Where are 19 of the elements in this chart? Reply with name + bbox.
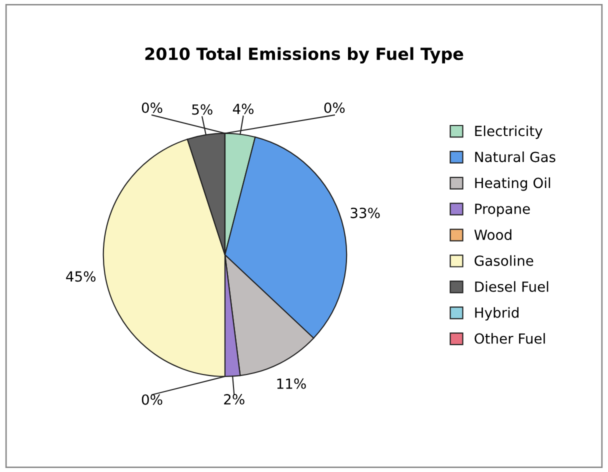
legend-label: Diesel Fuel: [475, 281, 548, 292]
data-label: 4%: [232, 104, 254, 114]
text: 0%: [142, 394, 162, 405]
legend-label: Wood: [474, 229, 512, 240]
data-label: 2%: [224, 394, 244, 405]
legend-label: Gasoline: [474, 255, 534, 266]
data-label: 5%: [192, 104, 212, 115]
legend-label: Natural Gas: [475, 151, 556, 162]
text: 0%: [324, 102, 345, 113]
data-label: 45%: [66, 271, 96, 282]
legend-label: Electricity: [475, 126, 542, 139]
data-label: 11%: [277, 378, 306, 389]
chart-title: 2010 Total Emissions by Fuel Type: [145, 47, 464, 64]
legend-label: Propane: [475, 204, 530, 217]
text: 0%: [142, 102, 162, 113]
legend-label: Other Fuel: [474, 333, 545, 344]
data-label: 33%: [350, 208, 380, 218]
legend-label: Hybrid: [475, 307, 518, 321]
legend-label: Heating Oil: [475, 177, 550, 191]
